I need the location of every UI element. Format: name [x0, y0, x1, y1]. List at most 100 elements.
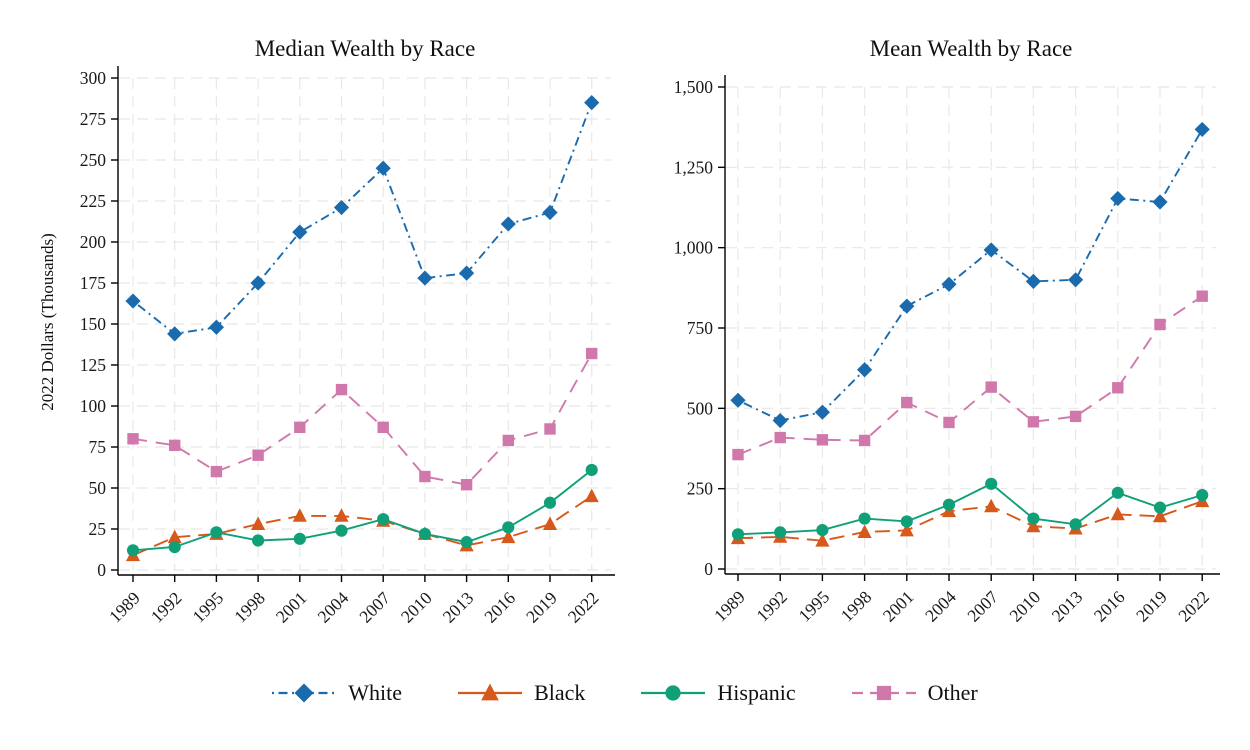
- white-marker: [542, 204, 558, 221]
- other-series-line: [132, 353, 593, 486]
- other-marker: [335, 383, 348, 396]
- hispanic-marker: [731, 528, 745, 541]
- legend-label: Other: [927, 680, 978, 705]
- black-marker: [984, 498, 999, 513]
- white-marker: [167, 326, 183, 342]
- x-tick-label: 1992: [147, 588, 186, 627]
- y-tick-label: 50: [89, 478, 107, 498]
- diamond-icon: [294, 683, 314, 703]
- x-tick-label: 1995: [188, 588, 227, 627]
- hispanic-marker: [985, 477, 998, 490]
- legend-item-other: Other: [851, 680, 978, 706]
- white-marker: [857, 362, 873, 378]
- series-lines: [132, 102, 593, 557]
- other-series-line: [737, 295, 1203, 456]
- y-tick-label: 225: [80, 191, 107, 211]
- x-tick-label: 2016: [1090, 587, 1129, 626]
- other-marker: [377, 421, 389, 434]
- x-tick-label: 1998: [230, 588, 269, 627]
- other-marker: [901, 396, 913, 409]
- black-marker: [1152, 508, 1168, 523]
- white-marker: [417, 270, 433, 286]
- hispanic-marker: [293, 532, 306, 545]
- white-marker: [250, 275, 266, 291]
- y-tick-label: 250: [687, 479, 714, 499]
- y-tick-label: 1,500: [674, 77, 714, 97]
- black-marker: [1026, 518, 1041, 533]
- series-markers: [730, 121, 1210, 547]
- x-tick-label: 1989: [710, 587, 749, 626]
- hispanic-marker: [942, 498, 956, 511]
- white-marker: [333, 199, 350, 216]
- other-legend-sample-icon: [851, 685, 916, 701]
- x-tick-label: 2001: [272, 588, 311, 627]
- white-marker: [584, 95, 600, 111]
- other-marker: [943, 416, 955, 429]
- white-marker: [1068, 272, 1084, 288]
- black-marker: [251, 516, 266, 531]
- other-marker: [985, 381, 997, 393]
- y-tick-label: 1,000: [674, 238, 714, 258]
- y-tick-label: 750: [687, 318, 714, 338]
- black-marker: [815, 533, 830, 547]
- other-marker: [858, 434, 871, 447]
- white-marker: [1110, 190, 1126, 207]
- hispanic-marker: [460, 536, 473, 549]
- square-icon: [876, 685, 891, 701]
- other-marker: [294, 421, 306, 434]
- white-marker: [1025, 273, 1041, 290]
- hispanic-marker: [418, 527, 431, 540]
- x-tick-label: 2001: [879, 587, 918, 626]
- black-marker: [334, 508, 349, 522]
- mean-chart-title: Mean Wealth by Race: [869, 36, 1073, 61]
- hispanic-marker: [168, 540, 181, 554]
- other-marker: [774, 431, 786, 444]
- white-marker: [730, 392, 746, 408]
- black-marker: [167, 529, 182, 544]
- other-marker: [1154, 318, 1166, 331]
- other-marker: [544, 423, 556, 435]
- black-legend-sample-icon: [458, 683, 523, 701]
- gridlines: [726, 86, 1216, 570]
- hispanic-marker: [858, 512, 871, 525]
- gridlines: [119, 77, 611, 571]
- y-tick-label: 250: [80, 150, 107, 170]
- white-marker: [772, 412, 788, 429]
- white-legend-sample-icon: [272, 683, 337, 703]
- white-marker: [375, 160, 391, 176]
- y-tick-label: 150: [80, 314, 107, 334]
- x-tick-label: 2013: [1048, 587, 1087, 626]
- y-tick-label: 100: [80, 396, 107, 416]
- other-marker: [1196, 290, 1208, 302]
- y-tick-label: 175: [80, 273, 107, 293]
- black-marker: [292, 508, 307, 522]
- hispanic-marker: [210, 526, 223, 539]
- series-markers: [125, 95, 600, 562]
- hispanic-series-line: [737, 482, 1203, 536]
- legend-label: Black: [534, 680, 586, 705]
- circle-icon: [665, 685, 681, 701]
- x-tick-label: 2010: [1005, 587, 1044, 626]
- x-tick-label: 2004: [921, 587, 960, 626]
- y-tick-label: 25: [89, 519, 107, 539]
- legend: White Black Hispanic Other: [0, 680, 1250, 706]
- white-marker: [459, 265, 475, 281]
- white-marker: [983, 242, 999, 258]
- y-tick-label: 1,250: [674, 157, 714, 177]
- white-marker: [500, 216, 516, 232]
- other-marker: [502, 434, 514, 447]
- white-series-line: [132, 102, 593, 335]
- x-tick-label: 2019: [1132, 587, 1171, 626]
- white-marker: [1194, 121, 1210, 138]
- x-tick-label: 2022: [564, 588, 603, 627]
- axes: [718, 75, 1220, 581]
- black-series-line: [737, 500, 1203, 542]
- black-marker: [501, 529, 516, 544]
- hispanic-marker: [1196, 489, 1209, 502]
- white-marker: [1152, 194, 1168, 210]
- series-lines: [737, 128, 1204, 542]
- hispanic-marker: [543, 496, 557, 509]
- x-tick-label: 2004: [313, 588, 352, 627]
